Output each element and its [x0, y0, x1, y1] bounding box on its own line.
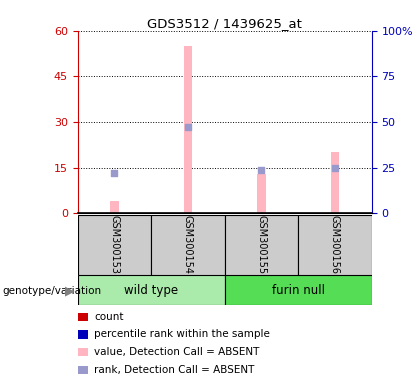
- Text: value, Detection Call = ABSENT: value, Detection Call = ABSENT: [94, 347, 260, 357]
- Bar: [110, 201, 119, 213]
- Text: furin null: furin null: [272, 284, 325, 297]
- Text: GSM300156: GSM300156: [330, 215, 340, 274]
- Bar: [257, 174, 266, 213]
- Text: rank, Detection Call = ABSENT: rank, Detection Call = ABSENT: [94, 365, 255, 375]
- Bar: [78, 275, 225, 305]
- Point: [111, 170, 118, 176]
- Text: GSM300154: GSM300154: [183, 215, 193, 274]
- Title: GDS3512 / 1439625_at: GDS3512 / 1439625_at: [147, 17, 302, 30]
- Text: GSM300153: GSM300153: [110, 215, 119, 274]
- Point: [332, 164, 339, 170]
- Bar: [331, 152, 339, 213]
- Text: wild type: wild type: [124, 284, 178, 297]
- Text: ▶: ▶: [65, 284, 75, 297]
- Bar: [225, 275, 372, 305]
- Point: [185, 124, 192, 131]
- Bar: [151, 215, 225, 275]
- Bar: [78, 215, 151, 275]
- Bar: [298, 215, 372, 275]
- Bar: [225, 215, 298, 275]
- Point: [258, 167, 265, 173]
- Text: count: count: [94, 312, 124, 322]
- Text: percentile rank within the sample: percentile rank within the sample: [94, 329, 270, 339]
- Text: genotype/variation: genotype/variation: [2, 286, 101, 296]
- Bar: [184, 46, 192, 213]
- Text: GSM300155: GSM300155: [257, 215, 266, 274]
